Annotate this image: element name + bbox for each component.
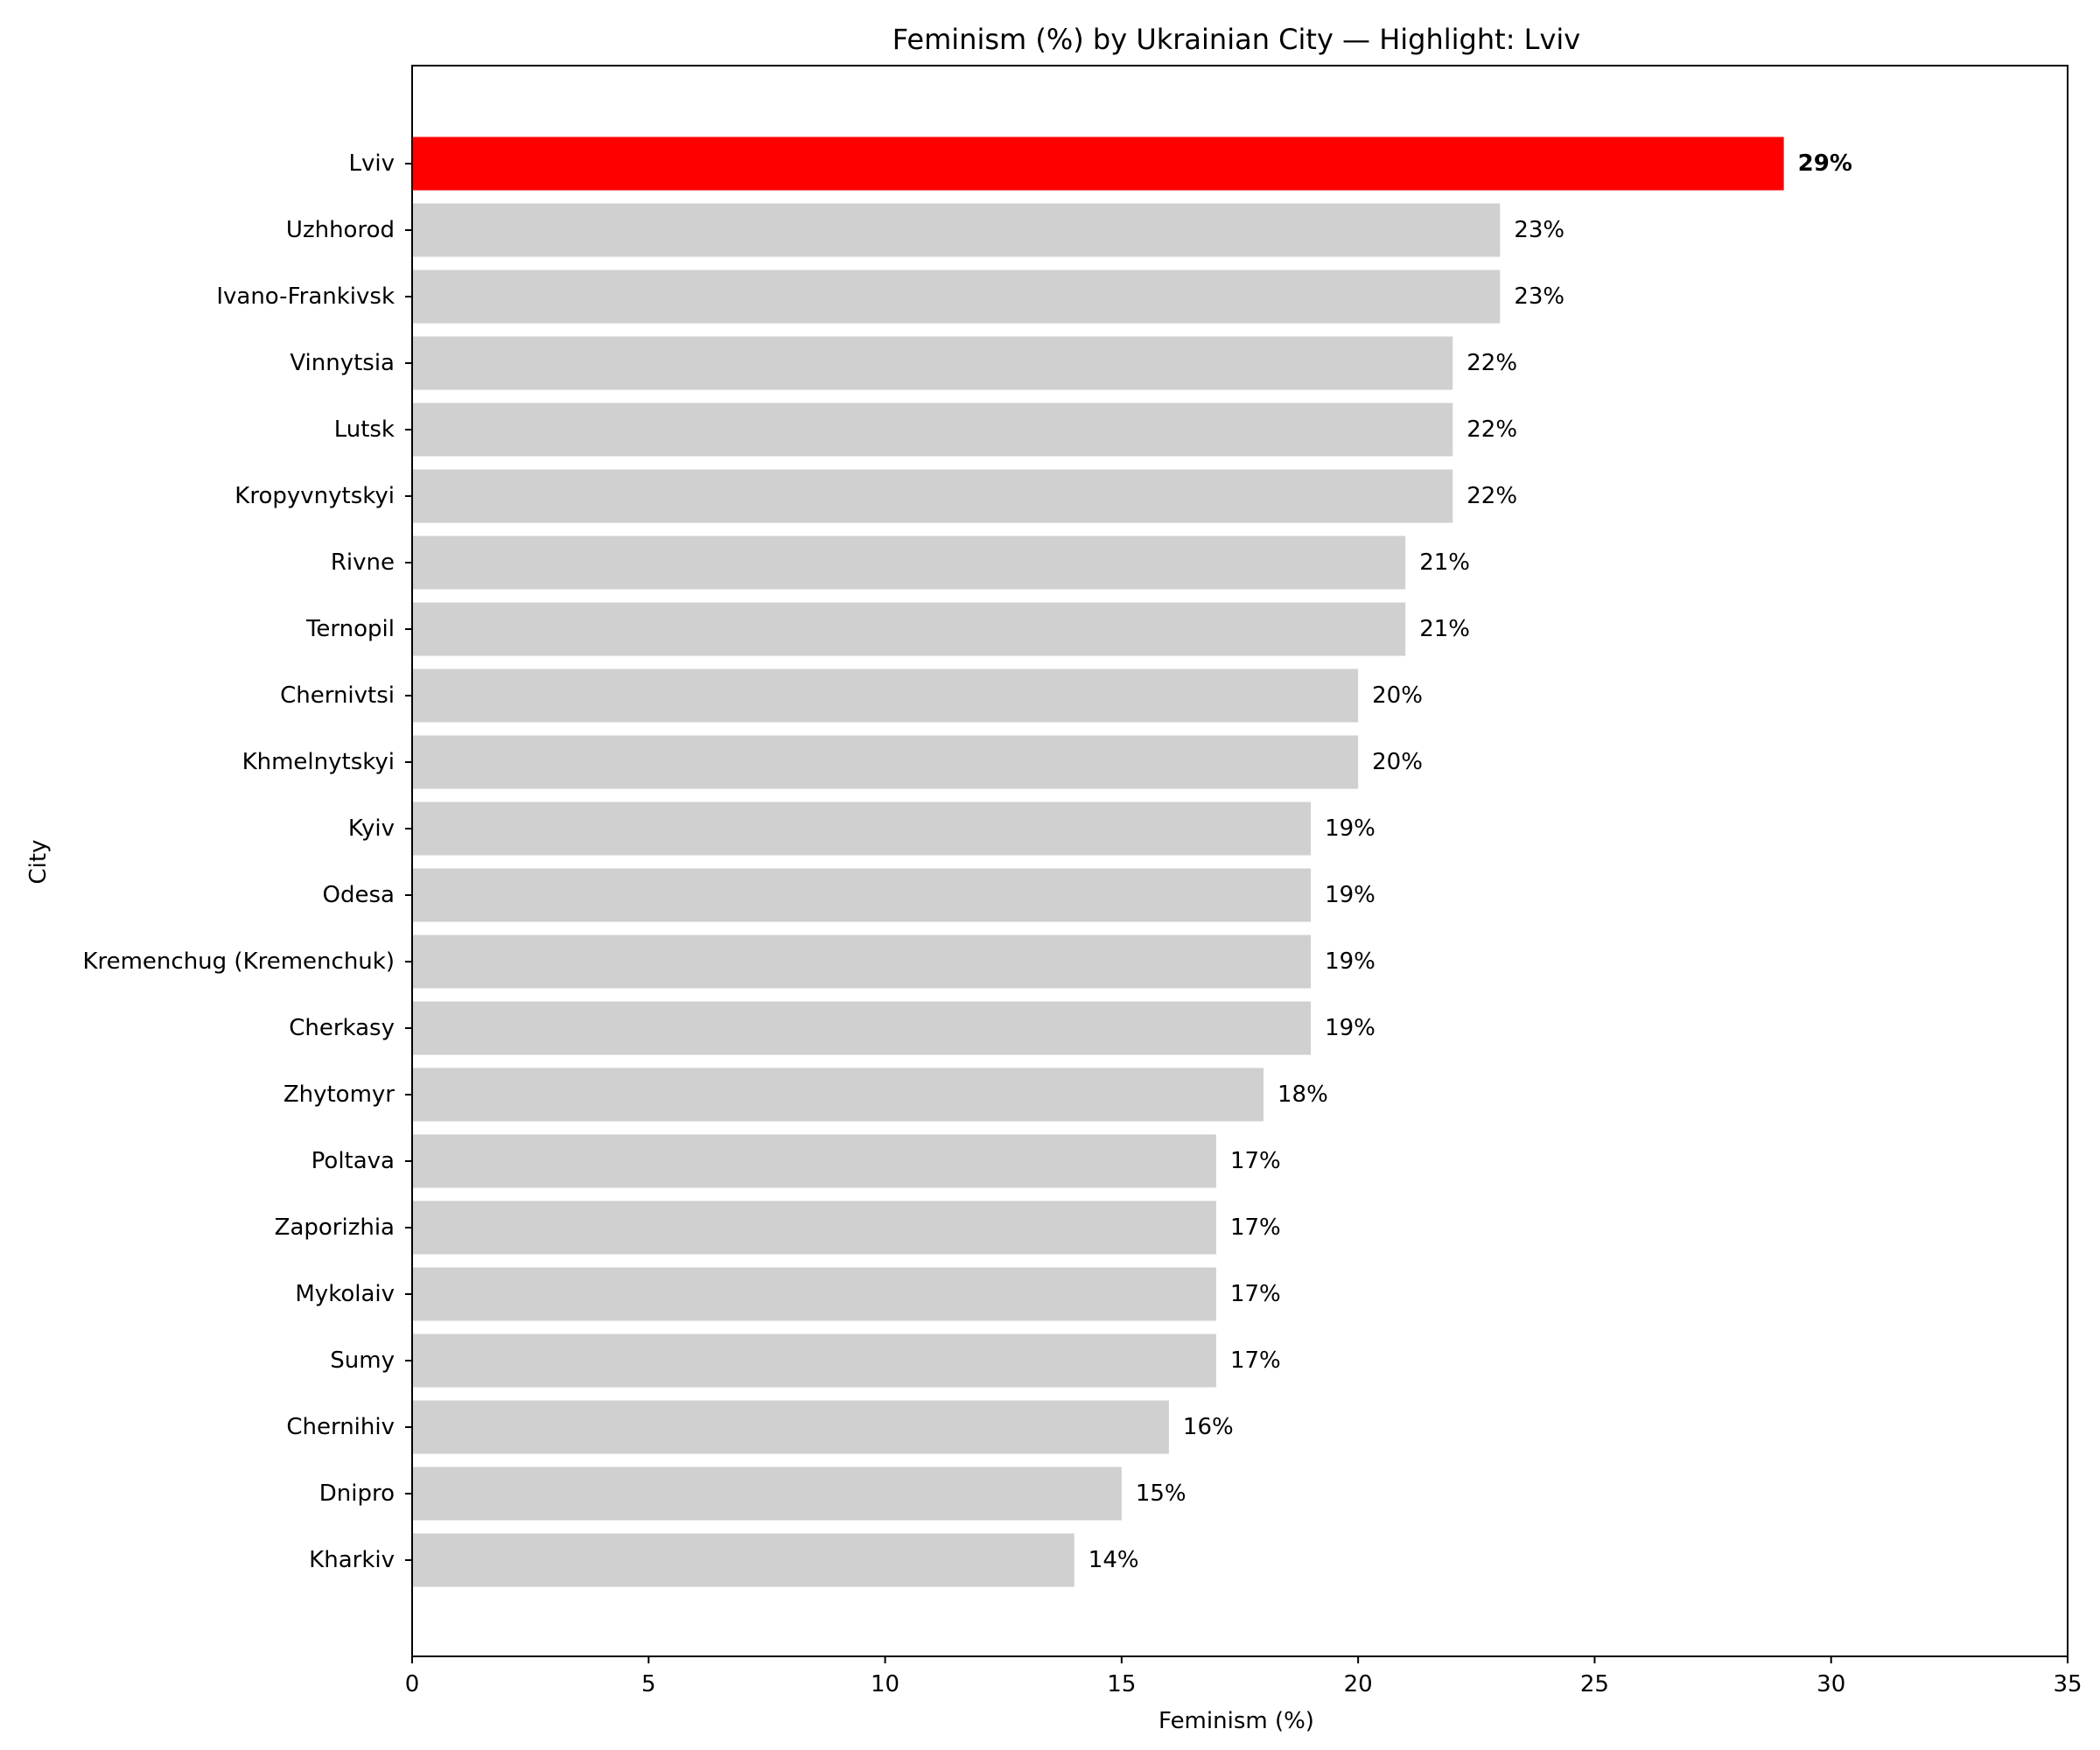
x-tick-label-30: 30	[1816, 1671, 1845, 1698]
bar-ivano-frankivsk	[412, 270, 1501, 324]
value-label-kyiv: 19%	[1325, 816, 1376, 842]
value-label-lutsk: 22%	[1466, 416, 1517, 443]
x-tick-label-5: 5	[641, 1671, 656, 1698]
y-tick-label-kropyvnytskyi: Kropyvnytskyi	[234, 483, 395, 509]
y-tick-label-uzhhorod: Uzhhorod	[286, 217, 395, 243]
value-label-zhytomyr: 18%	[1278, 1082, 1328, 1108]
value-label-kremenchug-kremenchuk: 19%	[1325, 948, 1376, 975]
plot-frame	[411, 65, 2068, 1657]
y-axis-label: City	[25, 840, 52, 885]
bar-kropyvnytskyi	[412, 469, 1453, 523]
y-tick-label-lviv: Lviv	[349, 150, 395, 177]
x-axis-label: Feminism (%)	[1158, 1708, 1314, 1734]
y-tick-label-ternopil: Ternopil	[305, 616, 395, 642]
value-labels-group: 29% 23% 23% 22% 22% 22% 21% 21% 20% 20% 19% 19% 19% 1…	[1088, 150, 1852, 1573]
chart-title: Feminism (%) by Ukrainian City — Highlig…	[892, 23, 1580, 56]
bar-chernivtsi	[412, 668, 1359, 723]
value-label-kropyvnytskyi: 22%	[1466, 483, 1517, 509]
value-label-rivne: 21%	[1419, 550, 1470, 576]
bar-kremenchug-kremenchuk	[412, 934, 1312, 989]
y-tick-label-ivano-frankivsk: Ivano-Frankivsk	[216, 284, 395, 310]
y-tick-label-kremenchug-kremenchuk: Kremenchug (Kremenchuk)	[82, 948, 395, 975]
value-label-poltava: 17%	[1230, 1148, 1281, 1174]
y-tick-label-chernivtsi: Chernivtsi	[280, 682, 395, 709]
y-tick-label-kyiv: Kyiv	[348, 816, 395, 842]
x-tick-label-15: 15	[1107, 1671, 1136, 1698]
value-label-chernivtsi: 20%	[1372, 682, 1423, 709]
y-tick-label-khmelnytskyi: Khmelnytskyi	[242, 749, 395, 775]
bar-odesa	[412, 868, 1312, 922]
x-tick-label-35: 35	[2053, 1671, 2082, 1698]
value-label-kharkiv: 14%	[1088, 1547, 1139, 1573]
value-label-uzhhorod: 23%	[1514, 217, 1564, 243]
bar-lviv	[412, 136, 1784, 191]
bars-group	[412, 136, 1784, 1587]
bar-lutsk	[412, 402, 1453, 457]
value-label-zaporizhia: 17%	[1230, 1214, 1281, 1241]
value-label-lviv: 29%	[1798, 150, 1852, 177]
value-label-sumy: 17%	[1230, 1348, 1281, 1374]
y-tick-label-dnipro: Dnipro	[319, 1480, 395, 1507]
bar-uzhhorod	[412, 203, 1501, 257]
y-tick-label-vinnytsia: Vinnytsia	[290, 350, 395, 376]
x-tick-label-20: 20	[1344, 1671, 1373, 1698]
y-tick-label-chernihiv: Chernihiv	[286, 1414, 395, 1440]
y-tick-label-kharkiv: Kharkiv	[309, 1547, 395, 1573]
y-tick-label-lutsk: Lutsk	[334, 416, 395, 443]
y-axis: Lviv Uzhhorod Ivano-Frankivsk Vinnytsia Luts…	[82, 150, 412, 1573]
bar-mykolaiv	[412, 1267, 1216, 1321]
bar-chernihiv	[412, 1400, 1169, 1454]
y-tick-label-odesa: Odesa	[323, 882, 395, 908]
x-tick-label-25: 25	[1580, 1671, 1609, 1698]
value-label-odesa: 19%	[1325, 882, 1376, 908]
bar-kyiv	[412, 802, 1312, 856]
bar-vinnytsia	[412, 336, 1453, 390]
x-tick-label-10: 10	[871, 1671, 900, 1698]
y-tick-label-sumy: Sumy	[330, 1348, 395, 1374]
y-tick-label-zaporizhia: Zaporizhia	[275, 1214, 395, 1241]
bar-poltava	[412, 1134, 1216, 1188]
bar-zhytomyr	[412, 1068, 1264, 1122]
x-tick-label-0: 0	[405, 1671, 420, 1698]
bar-kharkiv	[412, 1533, 1074, 1587]
value-label-khmelnytskyi: 20%	[1372, 749, 1423, 775]
bar-zaporizhia	[412, 1200, 1216, 1255]
bar-sumy	[412, 1334, 1216, 1388]
y-tick-label-cherkasy: Cherkasy	[289, 1015, 395, 1041]
bar-ternopil	[412, 602, 1406, 656]
y-tick-label-zhytomyr: Zhytomyr	[284, 1082, 395, 1108]
bar-rivne	[412, 536, 1406, 590]
y-tick-label-rivne: Rivne	[331, 550, 395, 576]
value-label-dnipro: 15%	[1136, 1480, 1186, 1507]
x-axis: 0 5 10 15 20 25 30 35	[405, 1656, 2082, 1698]
bar-cherkasy	[412, 1001, 1312, 1055]
value-label-vinnytsia: 22%	[1466, 350, 1517, 376]
value-label-chernihiv: 16%	[1183, 1414, 1234, 1440]
y-tick-label-poltava: Poltava	[312, 1148, 395, 1174]
bar-khmelnytskyi	[412, 735, 1359, 789]
value-label-mykolaiv: 17%	[1230, 1281, 1281, 1307]
value-label-cherkasy: 19%	[1325, 1015, 1376, 1041]
value-label-ivano-frankivsk: 23%	[1514, 284, 1564, 310]
bar-dnipro	[412, 1466, 1122, 1521]
value-label-ternopil: 21%	[1419, 616, 1470, 642]
y-tick-label-mykolaiv: Mykolaiv	[295, 1281, 395, 1307]
